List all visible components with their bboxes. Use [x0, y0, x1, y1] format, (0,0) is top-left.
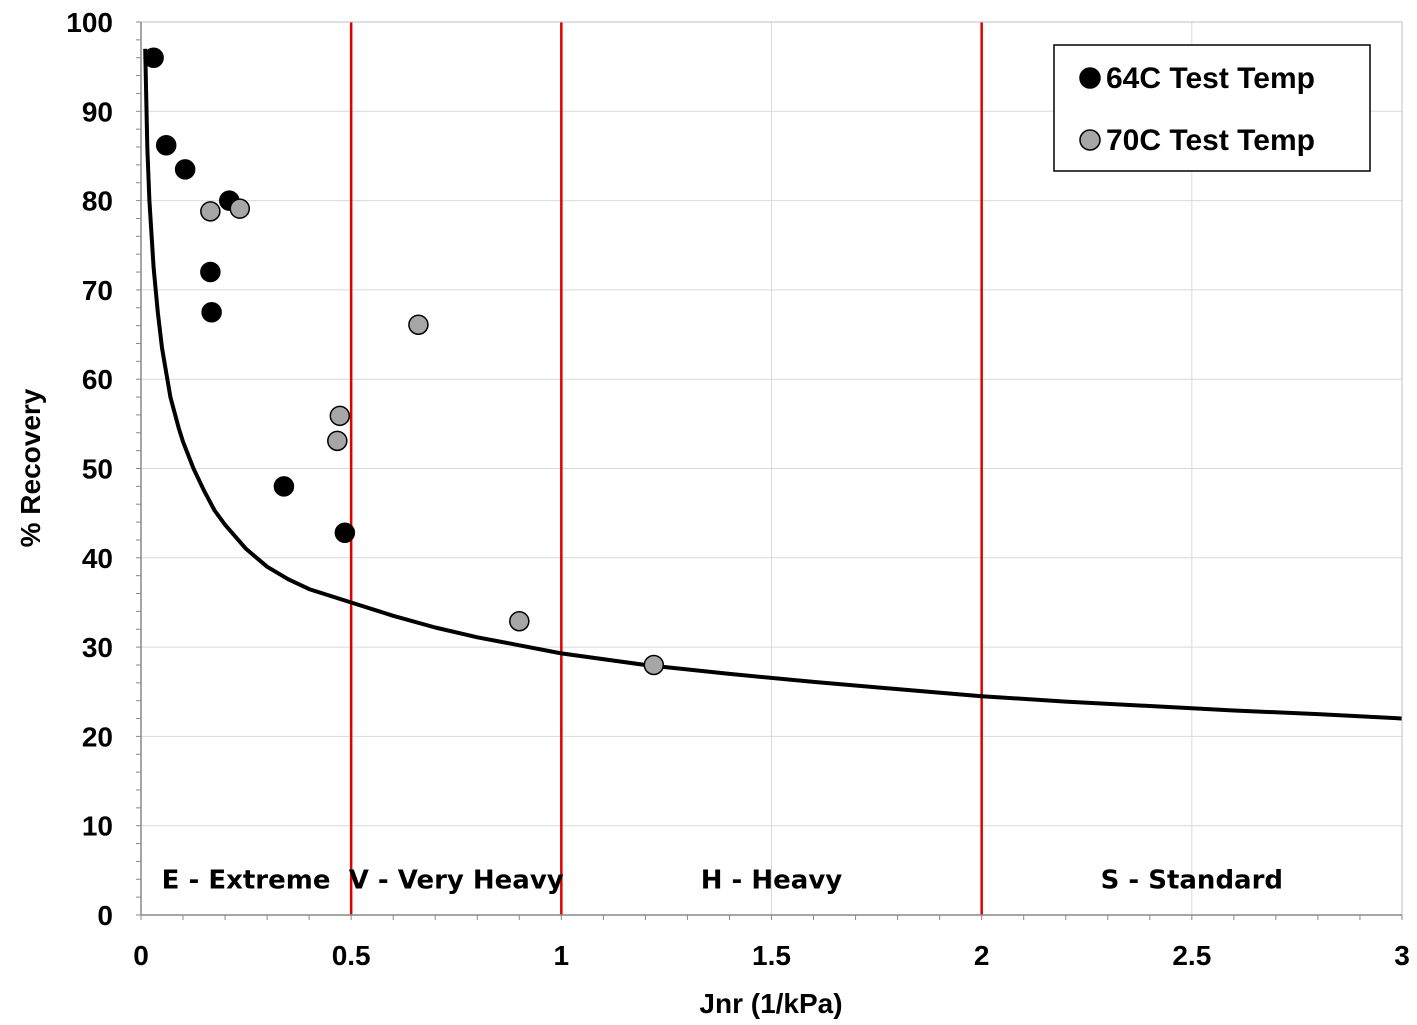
legend-label-64c: 64C Test Temp	[1106, 62, 1315, 95]
point-64c	[273, 476, 295, 497]
limit-curve	[143, 48, 1403, 721]
y-tick-label: 100	[66, 7, 113, 38]
point-64c	[155, 134, 177, 156]
legend-marker-70c	[1079, 129, 1101, 151]
y-tick-label: 30	[82, 632, 113, 663]
point-70c	[408, 314, 429, 335]
limit-curve-path	[143, 48, 1403, 721]
y-tick-label: 0	[97, 900, 113, 931]
region-label: V - Very Heavy	[349, 865, 564, 895]
y-tick-label: 50	[82, 454, 113, 485]
legend-marker-64c	[1079, 67, 1101, 89]
y-tick-label: 20	[82, 721, 113, 752]
point-70c	[327, 430, 348, 452]
x-tick-label: 3	[1394, 940, 1410, 971]
y-tick-label: 60	[82, 364, 113, 395]
point-70c	[643, 654, 665, 676]
x-tick-label: 2.5	[1172, 940, 1211, 971]
point-64c	[334, 522, 356, 544]
legend-box	[1053, 44, 1371, 172]
point-70c	[229, 198, 251, 219]
data-points	[143, 47, 665, 676]
point-64c	[174, 159, 196, 180]
x-tick-label: 0	[133, 940, 149, 971]
x-axis-title: Jnr (1/kPa)	[699, 988, 842, 1019]
y-tick-label: 40	[82, 543, 113, 574]
y-tick-label: 90	[82, 96, 113, 127]
y-tick-label: 10	[82, 811, 113, 842]
x-tick-label: 1.5	[752, 940, 791, 971]
y-tick-label: 70	[82, 275, 113, 306]
x-tick-label: 1	[554, 940, 570, 971]
y-tick-label: 80	[82, 186, 113, 217]
legend-label-70c: 70C Test Temp	[1106, 124, 1315, 157]
point-64c	[143, 47, 164, 68]
region-label: E - Extreme	[162, 865, 331, 895]
legend: 64C Test Temp 70C Test Temp	[1053, 44, 1371, 172]
point-64c	[201, 301, 222, 323]
region-label: S - Standard	[1101, 865, 1283, 895]
x-tick-label: 2	[974, 940, 990, 971]
x-tick-label: 0.5	[332, 940, 371, 971]
axes	[140, 21, 1403, 916]
point-64c	[200, 261, 221, 283]
tick-labels: 0 10 20 30 40 50 60 70 80 90 100 0 0.5 1 1.5 2 2.5 3	[66, 7, 1410, 971]
point-70c	[329, 405, 351, 427]
region-label: H - Heavy	[701, 865, 843, 895]
region-labels: E - Extreme V - Very Heavy H - Heavy S - St…	[162, 865, 1283, 895]
y-axis-title: % Recovery	[15, 388, 46, 547]
point-70c	[200, 201, 221, 222]
category-boundary-lines	[349, 22, 983, 915]
point-70c	[509, 610, 530, 632]
minor-ticks	[136, 21, 1403, 920]
